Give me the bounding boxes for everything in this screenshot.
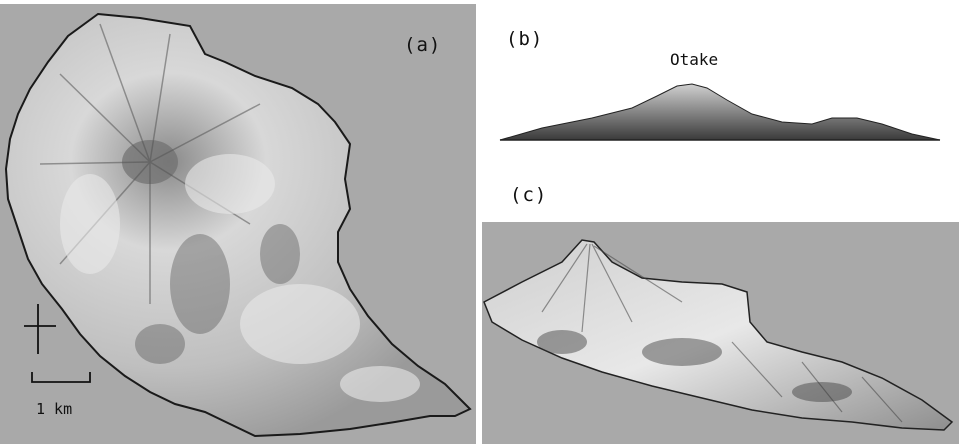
- panel-b-label: (b): [506, 28, 544, 50]
- island-profile: [499, 83, 941, 141]
- oblique-terrain: [483, 239, 954, 431]
- panel-a-label: (a): [404, 34, 442, 56]
- island-oblique: [483, 239, 954, 431]
- panel-c-label: (c): [510, 184, 548, 206]
- peak-name-label: Otake: [670, 50, 719, 69]
- panel-a-plan-view: (a) 1 km: [0, 4, 476, 444]
- scale-bar-icon: [31, 372, 91, 383]
- island-plan-map: [4, 12, 472, 438]
- panel-b-profile-view: (b) Otake (c): [482, 0, 959, 218]
- north-arrow-icon: [24, 304, 56, 354]
- profile-silhouette: [499, 83, 941, 141]
- scale-bar-text: 1 km: [36, 400, 73, 418]
- panel-c-oblique-view: [482, 222, 959, 444]
